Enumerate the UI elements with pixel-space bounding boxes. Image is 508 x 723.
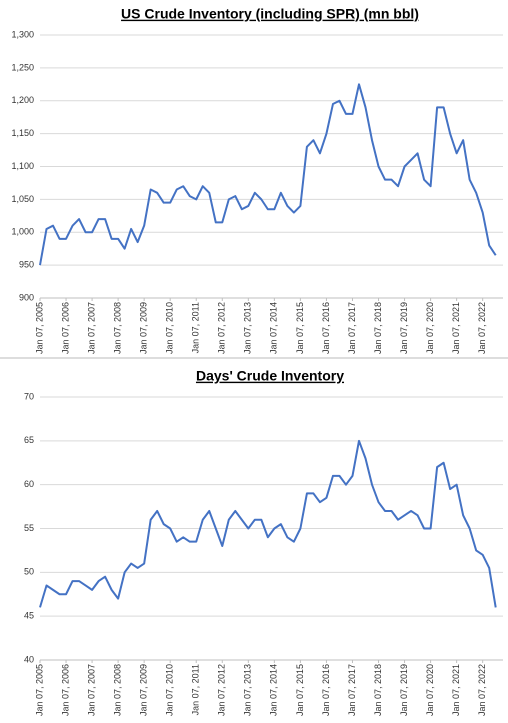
x-tick-label: Jan 07, 2011 <box>191 302 201 353</box>
x-tick-label: Jan 07, 2019 <box>399 302 409 354</box>
x-tick-label: Jan 07, 2021 <box>451 302 461 354</box>
x-tick-label: Jan 07, 2006 <box>60 302 70 354</box>
y-tick-label: 40 <box>24 654 34 664</box>
x-tick-label: Jan 07, 2008 <box>112 664 122 716</box>
x-tick-label: Jan 07, 2010 <box>165 664 175 716</box>
x-tick-label: Jan 07, 2022 <box>477 664 487 716</box>
x-tick-label: Jan 07, 2016 <box>321 664 331 716</box>
x-tick-label: Jan 07, 2013 <box>243 302 253 354</box>
x-tick-label: Jan 07, 2017 <box>347 664 357 716</box>
y-tick-label: 65 <box>24 435 34 445</box>
x-tick-label: Jan 07, 2015 <box>295 302 305 354</box>
data-line <box>39 439 497 608</box>
y-tick-label: 1,050 <box>11 194 34 204</box>
x-tick-label: Jan 07, 2020 <box>425 664 435 716</box>
y-tick-label: 60 <box>24 479 34 489</box>
x-tick-label: Jan 07, 2014 <box>269 664 279 716</box>
y-tick-label: 1,250 <box>11 62 34 72</box>
x-tick-label: Jan 07, 2009 <box>139 302 149 354</box>
x-tick-label: Jan 07, 2009 <box>139 664 149 716</box>
x-tick-label: Jan 07, 2010 <box>165 302 175 354</box>
chart-title: Days' Crude Inventory <box>196 368 344 384</box>
x-tick-label: Jan 07, 2016 <box>321 302 331 354</box>
data-line <box>39 83 497 266</box>
x-tick-label: Jan 07, 2005 <box>34 302 44 354</box>
x-tick-label: Jan 07, 2014 <box>269 302 279 354</box>
x-tick-label: Jan 07, 2012 <box>217 664 227 716</box>
y-tick-label: 70 <box>24 391 34 401</box>
x-tick-label: Jan 07, 2008 <box>112 302 122 354</box>
x-tick-label: Jan 07, 2019 <box>399 664 409 716</box>
x-tick-label: Jan 07, 2022 <box>477 302 487 354</box>
x-tick-label: Jan 07, 2011 <box>191 664 201 715</box>
y-tick-label: 1,200 <box>11 95 34 105</box>
y-tick-label: 55 <box>24 523 34 533</box>
x-tick-label: Jan 07, 2020 <box>425 302 435 354</box>
x-tick-label: Jan 07, 2015 <box>295 664 305 716</box>
x-tick-label: Jan 07, 2018 <box>373 302 383 354</box>
y-tick-label: 45 <box>24 611 34 621</box>
y-tick-label: 1,150 <box>11 128 34 138</box>
x-tick-label: Jan 07, 2012 <box>217 302 227 354</box>
x-tick-label: Jan 07, 2005 <box>34 664 44 716</box>
y-tick-label: 950 <box>19 260 34 270</box>
y-tick-label: 900 <box>19 292 34 302</box>
x-tick-label: Jan 07, 2006 <box>60 664 70 716</box>
x-tick-label: Jan 07, 2007 <box>86 664 96 716</box>
x-tick-label: Jan 07, 2017 <box>347 302 357 354</box>
y-tick-label: 50 <box>24 567 34 577</box>
x-tick-label: Jan 07, 2021 <box>451 664 461 716</box>
y-tick-label: 1,100 <box>11 161 34 171</box>
y-tick-label: 1,300 <box>11 29 34 39</box>
x-tick-label: Jan 07, 2007 <box>86 302 96 354</box>
y-tick-label: 1,000 <box>11 227 34 237</box>
x-tick-label: Jan 07, 2013 <box>243 664 253 716</box>
chart-title: US Crude Inventory (including SPR) (mn b… <box>121 6 419 22</box>
x-tick-label: Jan 07, 2018 <box>373 664 383 716</box>
